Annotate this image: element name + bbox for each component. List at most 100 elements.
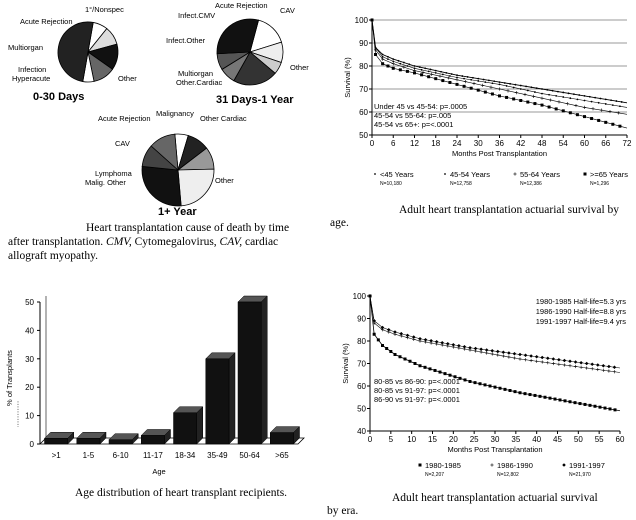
marker-dot [503, 82, 506, 84]
marker-dot [525, 85, 527, 88]
y-tick-label: 100 [353, 292, 367, 301]
marker-square [418, 364, 422, 368]
y-tick-label: 0 [30, 440, 35, 449]
marker-square [503, 387, 507, 391]
x-tick-label: 6 [391, 139, 396, 148]
pie0-label-multiorgan: Multiorgan [8, 43, 44, 52]
marker-square [593, 404, 597, 408]
p-value-annotation: 45-54 vs 55-64: p=.005 [374, 111, 451, 120]
marker-square [561, 109, 565, 113]
marker-dot [441, 73, 444, 76]
marker-square [483, 383, 487, 387]
legend-n: N=10,180 [380, 181, 402, 187]
survival-by-age-caption: Adult heart transplantation actuarial su… [399, 204, 620, 216]
bar-side [228, 352, 236, 445]
marker-dot [381, 55, 384, 58]
marker-square [558, 398, 562, 402]
x-tick-label: 30 [474, 139, 483, 148]
x-tick-label: 42 [516, 139, 525, 148]
marker-dot [610, 99, 612, 102]
marker-dot [484, 81, 487, 83]
marker-square [423, 365, 427, 369]
pie0-label-hyperacute: Hyperacute [12, 74, 51, 83]
pie-slice [177, 168, 215, 207]
pie-charts-panel [57, 18, 284, 207]
x-tick-label: 55 [595, 435, 604, 444]
marker-diamond [512, 351, 517, 356]
marker-diamond [393, 330, 397, 334]
marker-dot [424, 67, 427, 70]
y-tick-label: 50 [357, 405, 366, 414]
pie-slice [233, 51, 276, 86]
marker-square [575, 113, 579, 117]
marker-dot [519, 84, 522, 87]
marker-square [403, 357, 407, 361]
marker-diamond [540, 355, 545, 360]
marker-diamond [579, 360, 583, 365]
marker-square [434, 77, 438, 81]
x-tick-label: 48 [538, 139, 547, 148]
y-tick-label: 90 [357, 315, 366, 324]
y-tick-label: 70 [357, 360, 366, 369]
bar-side [260, 295, 268, 445]
y-tick-label: 40 [357, 427, 366, 436]
marker-dot [434, 72, 437, 74]
marker-dot [530, 86, 533, 89]
marker-square [523, 392, 527, 396]
marker-square [398, 355, 402, 359]
pie2-label-malignancy: Malignancy [156, 109, 194, 118]
marker-diamond [568, 359, 572, 364]
marker-dot [526, 89, 529, 92]
bar [76, 438, 101, 445]
marker-square [554, 107, 558, 111]
marker-dot [597, 101, 600, 104]
pie1-title: 31 Days-1 Year [216, 94, 294, 106]
x-tick-label: 1-5 [83, 451, 95, 460]
marker-dot [541, 88, 543, 90]
marker-square [498, 386, 502, 390]
pie2-label-other: Other [215, 176, 234, 185]
marker-diamond [551, 357, 556, 361]
marker-square [405, 69, 409, 73]
marker-square [476, 88, 480, 92]
x-tick-label: 50-64 [239, 451, 260, 460]
marker-diamond [484, 348, 489, 352]
marker-diamond [386, 327, 391, 332]
legend-entry: 45-54 Years [450, 170, 490, 179]
marker-dot [477, 80, 480, 82]
x-tick-label: 60 [616, 435, 625, 444]
marker-diamond [490, 348, 495, 353]
marker-square [498, 94, 501, 98]
x-tick-label: 20 [449, 435, 458, 444]
x-tick-label: 0 [368, 435, 373, 444]
pie1-label-infect-other: Infect.Other [166, 36, 206, 45]
marker-square [588, 403, 592, 407]
marker-diamond [562, 463, 566, 467]
x-axis-label: Age [152, 467, 165, 476]
legend-entry: >=65 Years [590, 170, 628, 179]
marker-dot [498, 81, 501, 83]
series-line [371, 19, 628, 115]
marker-square [583, 115, 586, 119]
marker-dot [418, 66, 421, 69]
legend-entry: <45 Years [380, 170, 414, 179]
marker-dot [567, 92, 570, 95]
marker-square [463, 378, 467, 382]
marker-dot [583, 99, 586, 102]
x-tick-label: 36 [495, 139, 504, 148]
marker-diamond [501, 350, 506, 355]
p-value-annotation: 45-54 vs 65+: p=<.0001 [374, 120, 453, 129]
marker-dot [402, 61, 405, 64]
marker-square [418, 463, 422, 467]
marker-dot [588, 95, 591, 98]
marker-square [608, 407, 612, 411]
marker-diamond [418, 336, 422, 341]
marker-diamond [557, 357, 561, 362]
x-tick-label: 5 [389, 435, 394, 444]
marker-square [508, 389, 512, 392]
marker-square [590, 117, 594, 121]
marker-square [547, 105, 551, 109]
marker-square [433, 368, 437, 372]
legend-n: N=12,758 [450, 181, 472, 187]
marker-dot [392, 58, 395, 60]
